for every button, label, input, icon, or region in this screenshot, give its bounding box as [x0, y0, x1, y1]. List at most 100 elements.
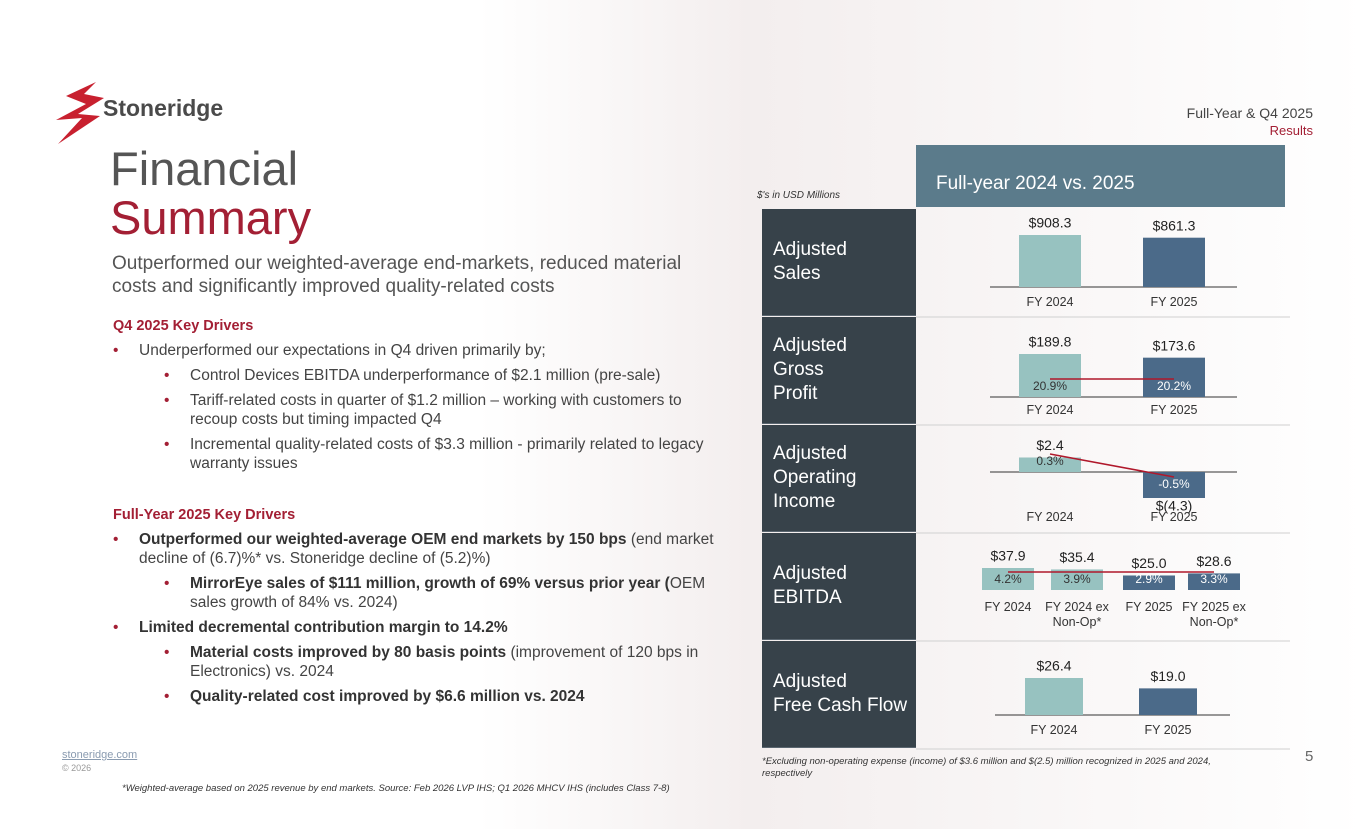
category-label: FY 2025 [1144, 723, 1192, 737]
value-label: $189.8 [1029, 334, 1072, 350]
bullet-bold-text: MirrorEye sales of $111 million, growth … [190, 575, 670, 592]
bar [1143, 357, 1205, 397]
bullet-text: Control Devices EBITDA underperformance … [190, 367, 661, 384]
row-label-box: Adjusted Sales [762, 209, 916, 316]
category-label: FY 2024 [1026, 403, 1074, 417]
margin-label: 2.9% [1135, 572, 1163, 586]
bar [1019, 235, 1081, 287]
bullet-bold-text: Quality-related cost improved by $6.6 mi… [190, 688, 585, 705]
row-label: Adjusted [773, 335, 847, 356]
row-label: Free Cash Flow [773, 695, 908, 716]
row-label: Income [773, 491, 836, 512]
deck-subtitle: Results [1269, 123, 1313, 138]
comparison-title: Full-year 2024 vs. 2025 [936, 173, 1135, 194]
deck-title-block: Full-Year & Q4 2025 Results [1187, 105, 1313, 139]
bar [1025, 678, 1083, 715]
bar [1019, 457, 1081, 472]
subtitle: Outperformed our weighted-average end-ma… [112, 253, 682, 297]
page-number: 5 [1305, 748, 1314, 765]
category-label: FY 2024 [1026, 510, 1074, 524]
bullet: • Material costs improved by 80 basis poi… [113, 643, 725, 681]
margin-trend [1049, 453, 1175, 478]
footnote: *Weighted-average based on 2025 revenue … [122, 783, 670, 794]
bullet-text: (improvement of 120 bps in Electronics) … [190, 644, 699, 680]
value-label: $19.0 [1150, 668, 1185, 684]
section-heading: Full-Year 2025 Key Drivers [113, 507, 296, 523]
bullet-dot: • [164, 436, 170, 453]
title-line2: Summary [110, 191, 312, 244]
value-label: $173.6 [1153, 337, 1196, 353]
bar [1139, 688, 1197, 715]
bullet-text: Tariff-related costs in quarter of $1.2 … [190, 392, 682, 428]
row-label: Operating [773, 467, 857, 488]
margin-label: -0.5% [1158, 477, 1190, 491]
bullet-text: Incremental quality-related costs of $3.… [190, 436, 704, 472]
row-label: Profit [773, 383, 818, 404]
bar [1051, 569, 1103, 590]
section-heading: Q4 2025 Key Drivers [113, 318, 254, 334]
bullet-dot: • [164, 575, 170, 592]
value-label: $37.9 [990, 548, 1025, 564]
bullet: • Outperformed our weighted-average OEM e… [113, 530, 725, 568]
row-label: Adjusted [773, 239, 847, 260]
row-label-box: Adjusted EBITDA [762, 533, 916, 640]
row-label-box: Adjusted Gross Profit [762, 317, 916, 424]
value-label: $(4.3) [1156, 498, 1193, 514]
bullet-dot: • [113, 531, 119, 548]
bullet-dot: • [164, 367, 170, 384]
row-label-box: Adjusted Free Cash Flow [762, 641, 916, 748]
bullet: • Limited decremental contribution margin… [113, 618, 725, 637]
bullet-bold-text: Limited decremental contribution margin … [139, 619, 508, 636]
bullet: • Quality-related cost improved by $6.6 m… [113, 687, 725, 706]
value-label: $25.0 [1131, 555, 1166, 571]
comparison-header: Full-year 2024 vs. 2025 [916, 145, 1285, 207]
bullet: • Tariff-related costs in quarter of $1.2… [113, 391, 725, 429]
bullet: • MirrorEye sales of $111 million, growth… [113, 574, 725, 612]
row-label: Adjusted [773, 443, 847, 464]
bullet: • Control Devices EBITDA underperformance… [113, 366, 725, 385]
copyright: © 2026 [62, 763, 92, 773]
website-link[interactable]: stoneridge.com [62, 749, 138, 761]
bullet-text: (end market decline of (6.7)%* vs. Stone… [139, 531, 714, 567]
margin-label: 4.2% [994, 572, 1022, 586]
bullet-bold-text: Material costs improved by 80 basis poin… [190, 644, 507, 661]
margin-label: 3.9% [1063, 572, 1091, 586]
row-label: Adjusted [773, 671, 847, 692]
bullet-text: OEM sales growth of 84% vs. 2024) [190, 575, 706, 611]
category-label: FY 2025 ex Non-Op* [1182, 600, 1246, 629]
value-label: $35.4 [1059, 549, 1094, 565]
value-label: $861.3 [1153, 217, 1196, 233]
value-label: $26.4 [1036, 658, 1071, 674]
bullet-dot: • [164, 392, 170, 409]
key-drivers: Q4 2025 Key Drivers • Underperformed our e… [113, 318, 738, 712]
bullet-dot: • [164, 644, 170, 661]
category-label: FY 2024 [1026, 295, 1074, 309]
row-label: EBITDA [773, 587, 842, 608]
value-label: $908.3 [1029, 215, 1072, 231]
bullet: • Underperformed our expectations in Q4 d… [113, 341, 725, 360]
margin-label: 20.2% [1157, 379, 1191, 393]
bullet-dot: • [164, 688, 170, 705]
row-label: Adjusted [773, 563, 847, 584]
margin-label: 20.9% [1033, 379, 1067, 393]
deck-title: Full-Year & Q4 2025 [1186, 105, 1313, 121]
bullet: • Incremental quality-related costs of $3… [113, 435, 725, 473]
row-label: Gross [773, 359, 824, 380]
category-label: FY 2024 [984, 600, 1032, 614]
logo-text: Stoneridge [103, 95, 223, 121]
units-note: $'s in USD Millions [757, 190, 841, 201]
category-label: FY 2024 ex Non-Op* [1045, 600, 1109, 629]
title-line1: Financial [110, 142, 299, 195]
bar [982, 568, 1034, 590]
category-label: FY 2025 [1150, 510, 1198, 524]
bullet-dot: • [113, 342, 119, 359]
value-label: $2.4 [1036, 437, 1063, 453]
bullet-dot: • [113, 619, 119, 636]
category-label: FY 2025 [1150, 295, 1198, 309]
category-label: FY 2025 [1150, 403, 1198, 417]
title: Financial Summary [110, 144, 311, 242]
bar [1143, 237, 1205, 287]
row-label-box: Adjusted Operating Income [762, 425, 916, 532]
